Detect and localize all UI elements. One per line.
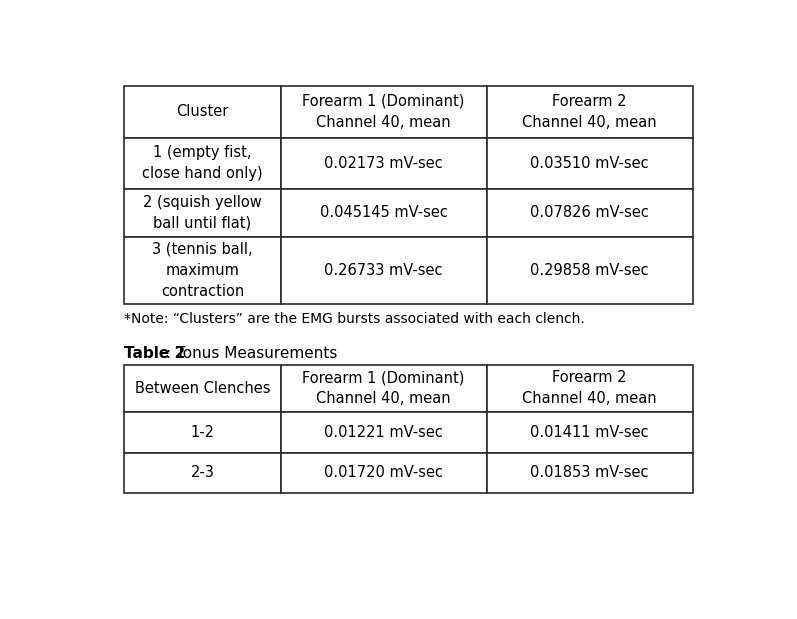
- Text: Forearm 2
Channel 40, mean: Forearm 2 Channel 40, mean: [522, 370, 657, 407]
- Bar: [281, 86, 487, 137]
- Bar: [124, 237, 281, 303]
- Text: Between Clenches: Between Clenches: [135, 381, 270, 396]
- Bar: [124, 189, 281, 237]
- Text: 1 (empty fist,
close hand only): 1 (empty fist, close hand only): [142, 145, 263, 181]
- Text: 0.03510 mV-sec: 0.03510 mV-sec: [530, 156, 649, 171]
- Bar: [281, 237, 487, 303]
- Bar: [124, 86, 281, 137]
- Text: *Note: “Clusters” are the EMG bursts associated with each clench.: *Note: “Clusters” are the EMG bursts ass…: [124, 312, 585, 326]
- Text: Table 2: Table 2: [124, 347, 186, 361]
- Bar: [281, 452, 487, 493]
- Text: 0.01411 mV-sec: 0.01411 mV-sec: [530, 425, 649, 440]
- Bar: [124, 365, 281, 412]
- Bar: [281, 189, 487, 237]
- Text: : Tonus Measurements: : Tonus Measurements: [167, 347, 338, 361]
- Bar: [487, 237, 693, 303]
- Text: 0.29858 mV-sec: 0.29858 mV-sec: [530, 262, 649, 278]
- Text: 0.01853 mV-sec: 0.01853 mV-sec: [530, 465, 649, 480]
- Text: 1-2: 1-2: [190, 425, 214, 440]
- Bar: [124, 137, 281, 189]
- Text: 0.01720 mV-sec: 0.01720 mV-sec: [324, 465, 443, 480]
- Bar: [487, 189, 693, 237]
- Bar: [487, 365, 693, 412]
- Bar: [487, 412, 693, 452]
- Text: 0.045145 mV-sec: 0.045145 mV-sec: [320, 206, 448, 220]
- Bar: [487, 452, 693, 493]
- Text: Forearm 1 (Dominant)
Channel 40, mean: Forearm 1 (Dominant) Channel 40, mean: [302, 370, 465, 407]
- Text: 0.26733 mV-sec: 0.26733 mV-sec: [324, 262, 443, 278]
- Text: Forearm 2
Channel 40, mean: Forearm 2 Channel 40, mean: [522, 94, 657, 130]
- Text: 2 (squish yellow
ball until flat): 2 (squish yellow ball until flat): [143, 195, 262, 231]
- Text: Forearm 1 (Dominant)
Channel 40, mean: Forearm 1 (Dominant) Channel 40, mean: [302, 94, 465, 130]
- Text: 0.01221 mV-sec: 0.01221 mV-sec: [324, 425, 443, 440]
- Bar: [281, 412, 487, 452]
- Text: 3 (tennis ball,
maximum
contraction: 3 (tennis ball, maximum contraction: [152, 241, 253, 299]
- Text: Cluster: Cluster: [176, 105, 229, 119]
- Bar: [281, 137, 487, 189]
- Bar: [124, 412, 281, 452]
- Bar: [487, 86, 693, 137]
- Bar: [487, 137, 693, 189]
- Text: 0.07826 mV-sec: 0.07826 mV-sec: [530, 206, 649, 220]
- Text: 2-3: 2-3: [190, 465, 214, 480]
- Text: 0.02173 mV-sec: 0.02173 mV-sec: [324, 156, 443, 171]
- Bar: [124, 452, 281, 493]
- Bar: [281, 365, 487, 412]
